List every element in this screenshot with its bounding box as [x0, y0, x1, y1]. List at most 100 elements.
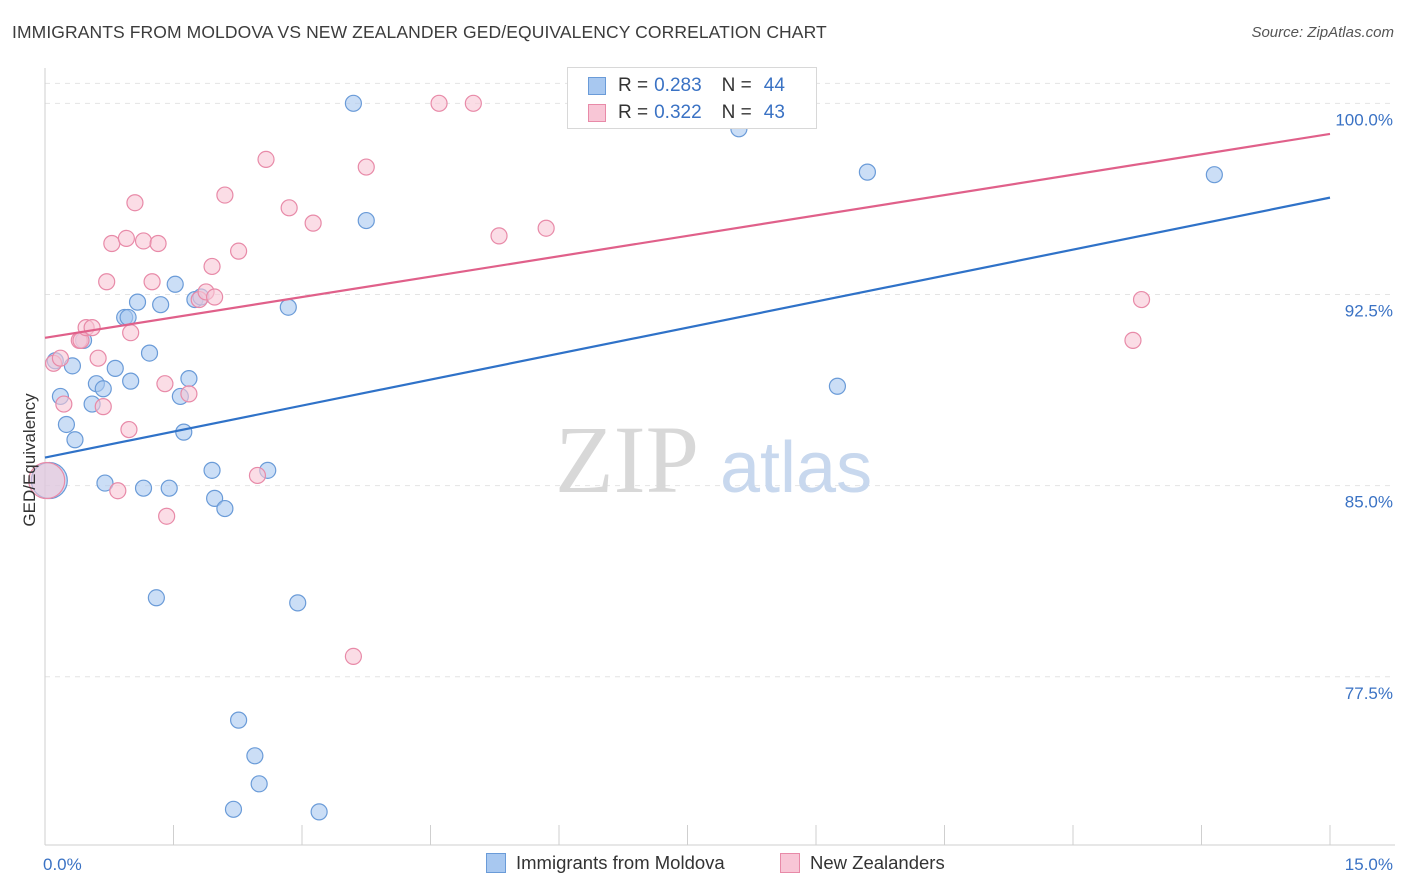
- legend-swatch-moldova: [486, 853, 506, 873]
- data-point-moldova: [246, 747, 264, 765]
- data-point-nz: [344, 647, 362, 665]
- data-point-nz: [98, 273, 116, 291]
- data-point-nz: [1124, 331, 1142, 349]
- data-point-nz: [122, 324, 140, 342]
- data-point-moldova: [122, 372, 140, 390]
- data-point-nz: [55, 395, 73, 413]
- data-point-nz: [103, 234, 121, 253]
- watermark-zip: ZIP: [555, 406, 699, 513]
- n-value-nz: 43: [763, 102, 785, 123]
- data-point-nz: [149, 234, 167, 253]
- data-point-nz: [537, 219, 555, 237]
- source-credit: Source: ZipAtlas.com: [1251, 24, 1394, 41]
- data-point-nz: [89, 349, 107, 367]
- data-point-nz: [430, 94, 448, 112]
- data-point-moldova: [310, 803, 328, 821]
- data-point-moldova: [216, 499, 234, 518]
- data-point-moldova: [63, 357, 82, 375]
- data-point-moldova: [147, 589, 165, 607]
- data-point-moldova: [140, 344, 159, 362]
- data-point-nz: [28, 461, 66, 500]
- data-point-nz: [248, 466, 267, 485]
- correlation-legend: R = 0.283 N = 44 R = 0.322 N = 43: [567, 67, 817, 129]
- y-tick-label: 100.0%: [1335, 110, 1393, 129]
- data-point-moldova: [279, 298, 297, 316]
- data-point-nz: [257, 150, 275, 168]
- r-value-moldova: 0.283: [654, 75, 702, 96]
- data-point-nz: [143, 273, 161, 291]
- data-point-moldova: [224, 800, 243, 818]
- y-tick-label: 85.0%: [1345, 493, 1393, 512]
- r-label: R =: [618, 75, 649, 96]
- gridlines: [45, 82, 1390, 678]
- data-point-moldova: [57, 415, 76, 434]
- data-point-nz: [206, 288, 224, 306]
- data-point-moldova: [175, 423, 193, 441]
- legend-swatch-moldova: [588, 77, 606, 95]
- data-points: [28, 94, 1223, 821]
- y-tick-label: 77.5%: [1345, 684, 1393, 703]
- data-point-nz: [304, 214, 322, 232]
- data-point-nz: [117, 229, 135, 248]
- data-point-nz: [126, 194, 144, 212]
- data-point-nz: [120, 420, 138, 439]
- legend-item-nz[interactable]: New Zealanders: [780, 852, 945, 874]
- data-point-nz: [94, 398, 112, 416]
- data-point-nz: [357, 158, 375, 176]
- data-point-moldova: [96, 474, 114, 492]
- data-point-moldova: [180, 369, 198, 388]
- data-point-nz: [51, 349, 70, 367]
- n-value-moldova: 44: [763, 75, 785, 96]
- data-point-moldova: [230, 711, 248, 729]
- trend-lines: [44, 132, 1331, 459]
- data-point-nz: [134, 232, 153, 250]
- data-point-nz: [1132, 290, 1151, 309]
- data-point-nz: [156, 375, 174, 393]
- legend-swatch-nz: [780, 853, 800, 873]
- r-value-nz: 0.322: [654, 102, 702, 123]
- legend-row-nz: R = 0.322 N = 43: [588, 100, 785, 126]
- y-tick-label: 92.5%: [1345, 301, 1393, 320]
- n-label: N =: [721, 75, 752, 96]
- data-point-nz: [216, 186, 234, 204]
- data-point-moldova: [357, 211, 375, 230]
- legend-row-moldova: R = 0.283 N = 44: [588, 73, 785, 99]
- data-point-moldova: [828, 377, 847, 395]
- data-point-moldova: [128, 293, 147, 311]
- data-point-moldova: [206, 489, 224, 507]
- data-point-moldova: [152, 296, 170, 314]
- watermark-atlas: atlas: [720, 428, 872, 508]
- trend-line-nz: [44, 132, 1331, 339]
- data-point-moldova: [858, 163, 877, 181]
- data-point-moldova: [66, 431, 84, 449]
- data-point-nz: [230, 242, 248, 260]
- x-tick-label-max: 15.0%: [1345, 855, 1393, 874]
- legend-label-moldova: Immigrants from Moldova: [516, 852, 725, 873]
- legend-label-nz: New Zealanders: [810, 852, 945, 873]
- x-tick-label-min: 0.0%: [43, 855, 82, 874]
- legend-item-moldova[interactable]: Immigrants from Moldova: [486, 852, 725, 874]
- data-point-nz: [490, 227, 508, 245]
- data-point-moldova: [160, 479, 178, 497]
- chart-title: IMMIGRANTS FROM MOLDOVA VS NEW ZEALANDER…: [12, 22, 827, 42]
- tick-labels: 77.5% 85.0% 92.5% 100.0% 0.0% 15.0%: [43, 110, 1393, 874]
- data-point-moldova: [166, 275, 184, 293]
- legend-swatch-nz: [588, 104, 606, 122]
- data-point-moldova: [1205, 166, 1223, 184]
- data-point-nz: [280, 199, 298, 217]
- data-point-moldova: [203, 461, 221, 479]
- data-point-nz: [83, 319, 101, 337]
- data-point-moldova: [106, 359, 124, 377]
- data-point-nz: [158, 507, 176, 525]
- series-legend: Immigrants from Moldova New Zealanders: [0, 852, 1406, 878]
- data-point-moldova: [134, 479, 153, 497]
- data-point-nz: [180, 385, 198, 403]
- data-point-moldova: [344, 94, 362, 112]
- data-point-nz: [203, 257, 221, 276]
- data-point-nz: [464, 94, 482, 112]
- data-point-moldova: [250, 775, 268, 793]
- trend-line-moldova: [44, 196, 1331, 459]
- n-label: N =: [721, 102, 752, 123]
- data-point-moldova: [289, 594, 307, 612]
